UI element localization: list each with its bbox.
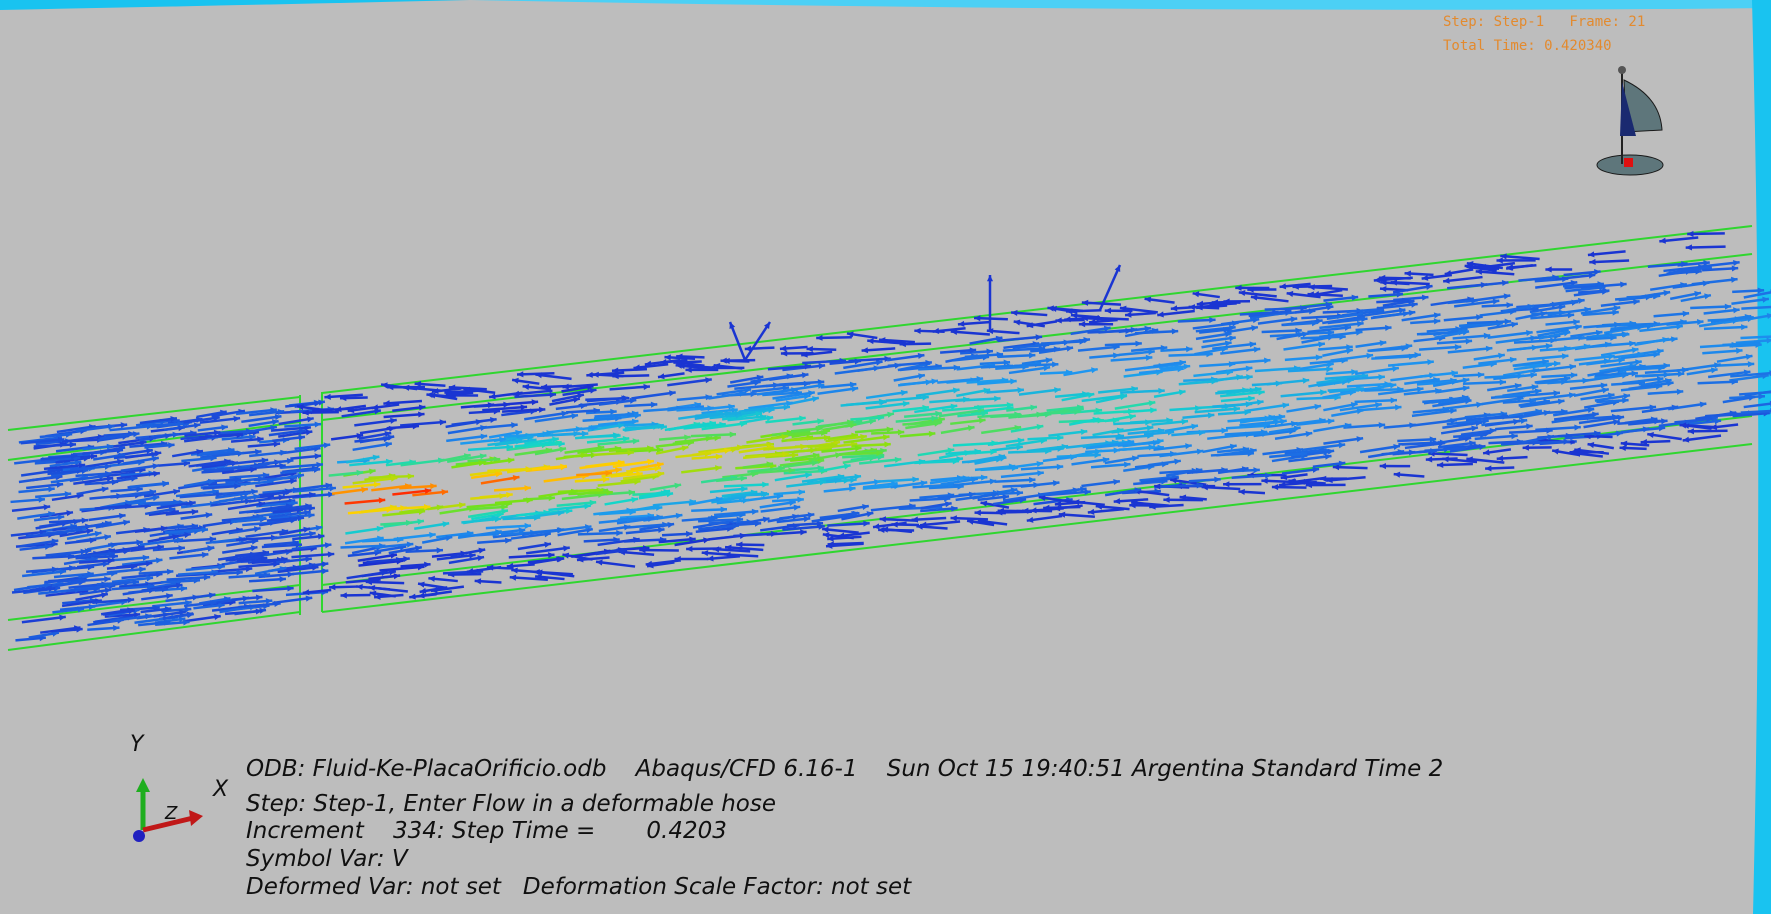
info-deformed-var-line: Deformed Var: not set Deformation Scale …	[246, 874, 912, 900]
info-symbol-var-line: Symbol Var: V	[246, 846, 408, 872]
hud-total-time: Total Time: 0.420340	[1443, 38, 1612, 54]
coordinate-triad-icon	[133, 778, 203, 842]
triad-x-label: X	[213, 777, 229, 802]
triad-y-label: Y	[130, 732, 144, 757]
triad-z-label: Z	[165, 803, 178, 824]
view-compass-icon[interactable]	[1596, 66, 1664, 176]
info-odb-line: ODB: Fluid-Ke-PlacaOrificio.odb Abaqus/C…	[246, 756, 1444, 782]
info-increment-line: Increment 334: Step Time = 0.4203	[246, 818, 727, 844]
info-step-line: Step: Step-1, Enter Flow in a deformable…	[246, 791, 776, 817]
hud-step-frame: Step: Step-1 Frame: 21	[1443, 14, 1646, 30]
velocity-arrow-field	[10, 230, 1771, 642]
